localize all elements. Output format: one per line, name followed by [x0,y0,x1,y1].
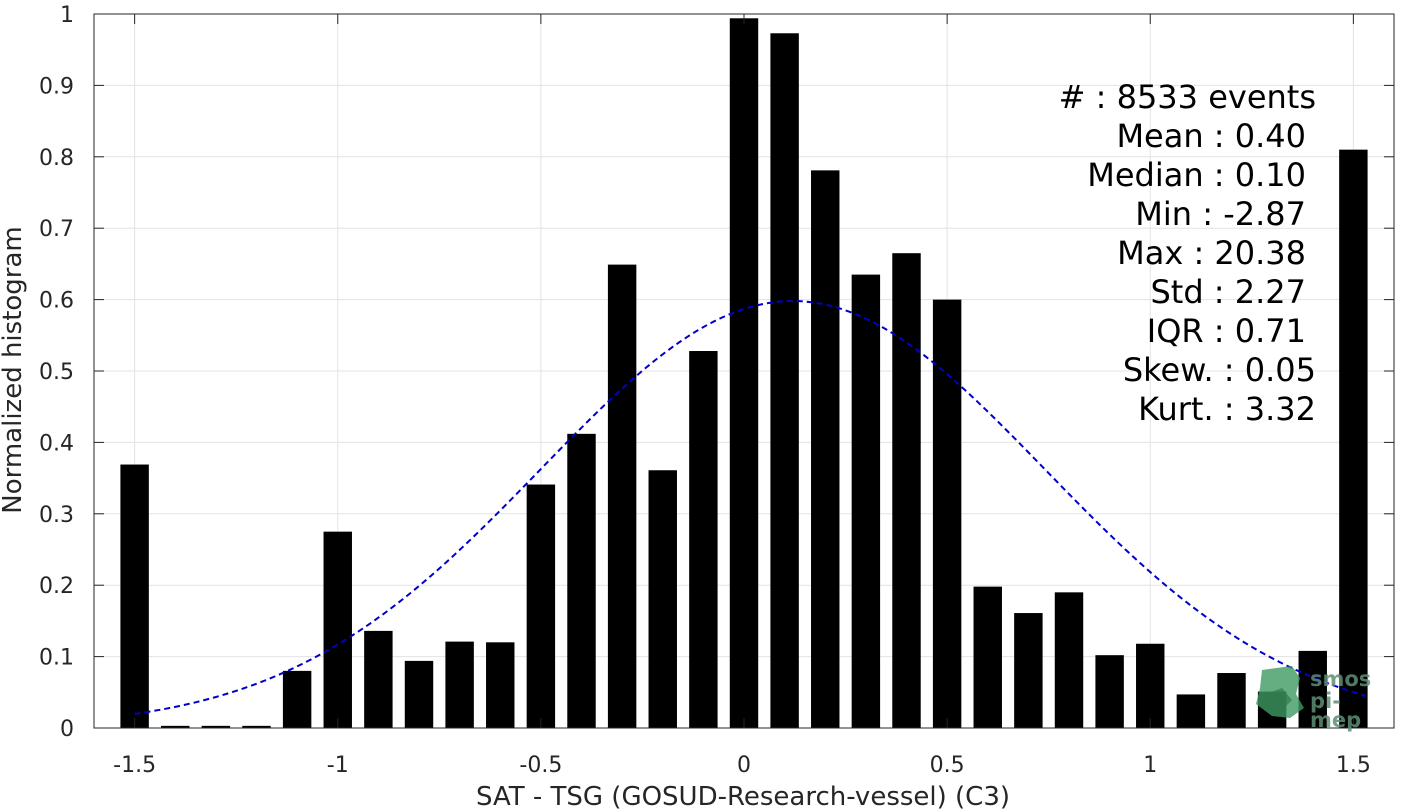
stat-max: Max : 20.38 [1117,234,1306,272]
histogram-bar [323,531,352,728]
stat-iqr: IQR : 0.71 [1146,312,1306,350]
histogram-bar [607,264,637,728]
histogram-bar [161,725,190,728]
logo-map-icon [1256,666,1304,718]
histogram-bar [364,630,393,728]
stat-mean: Mean : 0.40 [1116,117,1306,155]
x-tick-label: 1 [1143,753,1157,778]
histogram-bar [1054,592,1084,728]
histogram-bar [932,299,962,728]
y-tick-label: 0 [60,717,74,742]
logo-text-smos: smos [1310,667,1372,691]
stat-skew: Skew. : 0.05 [1122,351,1316,389]
smos-pi-mep-logo: smos pi-mep [1252,664,1392,731]
y-tick-label: 0.1 [39,646,74,671]
histogram-bar [770,33,799,728]
y-tick-label: 0.9 [39,74,74,99]
histogram-bar [445,641,474,728]
histogram-bar [120,464,149,728]
y-tick-label: 0.8 [39,146,74,171]
x-axis-label: SAT - TSG (GOSUD-Research-vessel) (C3) [476,782,1010,809]
histogram-bar [201,725,231,728]
histogram-bar [404,660,434,728]
histogram-bar [1136,643,1165,728]
histogram-bar [567,433,596,728]
y-tick-label: 0.3 [39,503,74,528]
histogram-bar [892,253,921,728]
stat-events: # : 8533 events [1058,78,1316,116]
x-tick-label: -1 [327,753,349,778]
histogram-bar [811,170,840,729]
histogram-bar [689,351,718,728]
stat-min: Min : -2.87 [1135,195,1306,233]
normal-fit-curve [134,300,1366,715]
histogram-bar [526,484,556,728]
histogram-bar [729,18,759,729]
histogram-bars [120,18,1368,729]
histogram-bar [1176,694,1206,728]
axis-ticks [94,13,1394,729]
y-tick-label: 0.2 [39,574,74,599]
histogram-bar [648,470,677,728]
histogram-bar [282,670,312,728]
stat-median: Median : 0.10 [1087,156,1306,194]
statistics-box: # : 8533 events Mean : 0.40 Median : 0.1… [1030,78,1316,429]
y-tick-labels: 0 0.1 0.2 0.3 0.4 0.5 0.6 0.7 0.8 0.9 1 [39,3,74,742]
y-tick-label: 0.6 [39,289,74,314]
x-tick-label: -1.5 [113,753,156,778]
histogram-bar [1095,655,1124,728]
y-tick-label: 0.5 [39,360,74,385]
x-tick-labels: -1.5 -1 -0.5 0 0.5 1 1.5 [113,753,1371,778]
histogram-bar [973,586,1002,728]
stat-kurt: Kurt. : 3.32 [1138,390,1316,428]
y-tick-label: 1 [60,3,74,28]
y-tick-label: 0.7 [39,217,74,242]
x-tick-label: 1.5 [1336,753,1371,778]
histogram-bar [851,274,881,728]
y-axis-label: Normalized histogram [0,226,28,514]
histogram-bar [486,642,515,728]
histogram-bar [1339,149,1368,728]
y-tick-label: 0.4 [39,431,74,456]
x-tick-label: -0.5 [519,753,562,778]
x-tick-label: 0.5 [930,753,965,778]
histogram-bar [1298,650,1327,728]
stat-std: Std : 2.27 [1150,273,1306,311]
x-tick-label: 0 [737,753,751,778]
histogram-bar [242,725,271,728]
histogram-bar [1217,673,1246,728]
logo-text-pi-mep: pi-mep [1310,689,1362,732]
histogram-bar [1014,613,1043,728]
